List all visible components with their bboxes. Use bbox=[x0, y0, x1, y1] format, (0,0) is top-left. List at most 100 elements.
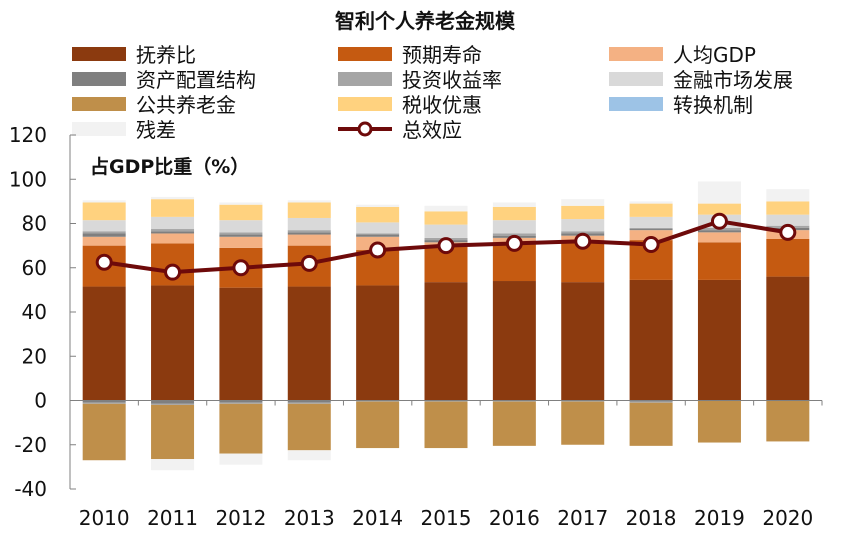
bar-segment-s7-2010 bbox=[82, 202, 126, 221]
bar-segment-s3-2010 bbox=[82, 400, 126, 403]
bar-segment-s2-2012 bbox=[219, 236, 263, 248]
bar-segment-s9-2017 bbox=[561, 199, 605, 206]
bar-segment-s6-2010 bbox=[82, 403, 126, 461]
bar-segment-s3-2012 bbox=[219, 400, 263, 403]
legend-swatch-s2 bbox=[609, 47, 663, 61]
x-tick-label-2014: 2014 bbox=[352, 506, 403, 530]
x-tick-label-2015: 2015 bbox=[421, 506, 472, 530]
legend-label-s5: 金融市场发展 bbox=[673, 68, 793, 92]
bar-segment-s4-2017 bbox=[561, 231, 605, 234]
bar-segment-s9-2011 bbox=[151, 459, 195, 471]
bar-segment-s7-2013 bbox=[287, 202, 331, 218]
total-effect-point-2011 bbox=[164, 263, 182, 281]
bar-segment-s4-2010 bbox=[82, 402, 126, 404]
y-tick-label: 60 bbox=[22, 256, 47, 280]
legend-swatch-s7 bbox=[338, 97, 392, 111]
bar-segment-s0-2018 bbox=[629, 279, 673, 401]
bar-segment-s3-2011 bbox=[151, 400, 195, 404]
bar-segment-s4-2012 bbox=[219, 402, 263, 404]
bar-segment-s0-2019 bbox=[697, 279, 741, 401]
bar-segment-s4-2018 bbox=[629, 401, 673, 403]
bar-segment-s9-2011 bbox=[151, 196, 195, 200]
bar-segment-s6-2015 bbox=[424, 401, 468, 449]
bar-stacks bbox=[82, 181, 810, 471]
y-tick-label: 20 bbox=[22, 344, 47, 368]
bar-segment-s7-2018 bbox=[629, 203, 673, 217]
bar-segment-s5-2010 bbox=[82, 220, 126, 232]
bar-segment-s2-2018 bbox=[629, 230, 673, 241]
bar-segment-s5-2011 bbox=[151, 216, 195, 230]
bar-segment-s5-2013 bbox=[287, 217, 331, 231]
bar-segment-s3-2013 bbox=[287, 400, 331, 403]
bar-segment-s1-2020 bbox=[766, 238, 810, 277]
bar-segment-s5-2020 bbox=[766, 214, 810, 226]
bar-segment-s7-2016 bbox=[492, 206, 536, 221]
bar-segment-s2-2013 bbox=[287, 234, 331, 246]
total-effect-point-2016 bbox=[505, 234, 523, 252]
legend-label-s7: 税收优惠 bbox=[402, 93, 482, 117]
x-tick-label-2019: 2019 bbox=[694, 506, 745, 530]
bar-segment-s3-2018 bbox=[629, 400, 673, 402]
bar-segment-s5-2017 bbox=[561, 219, 605, 232]
legend-label-s9: 残差 bbox=[136, 118, 176, 142]
bar-segment-s4-2016 bbox=[492, 233, 536, 236]
bar-segment-s0-2015 bbox=[424, 282, 468, 401]
total-effect-point-2018 bbox=[642, 236, 660, 254]
total-effect-point-2020 bbox=[779, 223, 797, 241]
y-tick-label: 80 bbox=[22, 212, 47, 236]
bar-segment-s4-2011 bbox=[151, 403, 195, 405]
bar-segment-s4-2016 bbox=[492, 400, 536, 402]
y-tick-label: 120 bbox=[9, 123, 47, 147]
bar-segment-s9-2010 bbox=[82, 200, 126, 203]
bar-segment-s4-2014 bbox=[356, 400, 400, 402]
bar-segment-s5-2014 bbox=[356, 222, 400, 234]
bar-segment-s6-2011 bbox=[151, 404, 195, 460]
legend-swatch-s8 bbox=[609, 97, 663, 111]
total-effect-point-2013 bbox=[300, 254, 318, 272]
x-tick-label-2013: 2013 bbox=[284, 506, 335, 530]
bar-segment-s5-2016 bbox=[492, 220, 536, 234]
bar-segment-s6-2018 bbox=[629, 402, 673, 446]
bar-segment-s9-2013 bbox=[287, 200, 331, 203]
total-effect-point-2017 bbox=[574, 232, 592, 250]
total-effect-point-2019 bbox=[710, 212, 728, 230]
legend-marker-total-effect bbox=[357, 121, 373, 137]
legend-swatch-s3 bbox=[72, 72, 126, 86]
bar-segment-s0-2012 bbox=[219, 287, 263, 401]
bar-segment-s4-2017 bbox=[561, 400, 605, 402]
legend-swatch-s6 bbox=[72, 97, 126, 111]
bar-segment-s3-2018 bbox=[629, 229, 673, 231]
bar-segment-s3-2019 bbox=[697, 230, 741, 233]
bar-segment-s9-2012 bbox=[219, 202, 263, 205]
y-tick-label: -40 bbox=[14, 477, 47, 501]
y-tick-label: 100 bbox=[9, 167, 47, 191]
bar-segment-s5-2012 bbox=[219, 220, 263, 233]
total-effect-point-2012 bbox=[232, 259, 250, 277]
bar-segment-s4-2012 bbox=[219, 232, 263, 235]
legend-label-s0: 抚养比 bbox=[136, 43, 196, 67]
bar-segment-s6-2017 bbox=[561, 401, 605, 445]
total-effect-line bbox=[95, 212, 797, 281]
axes: -40 -20 0 20 40 60 80 100 120 2010 2011 2012 2013 201… bbox=[9, 123, 823, 530]
bar-segment-s7-2015 bbox=[424, 211, 468, 225]
bar-segment-s6-2012 bbox=[219, 403, 263, 454]
bar-segment-s7-2014 bbox=[356, 206, 400, 223]
bar-segment-s4-2013 bbox=[287, 402, 331, 404]
bar-segment-s9-2020 bbox=[766, 189, 810, 202]
legend-swatch-s9 bbox=[72, 122, 126, 136]
y-tick-label: -20 bbox=[14, 433, 47, 457]
y-tick-label: 40 bbox=[22, 300, 47, 324]
bar-segment-s7-2019 bbox=[697, 203, 741, 215]
x-tick-label-2011: 2011 bbox=[147, 506, 198, 530]
bar-segment-s5-2018 bbox=[629, 216, 673, 228]
legend-label-s3: 资产配置结构 bbox=[136, 68, 256, 92]
y-axis-label: 占GDP比重（%） bbox=[90, 155, 249, 178]
x-tick-label-2012: 2012 bbox=[215, 506, 266, 530]
bar-segment-s2-2011 bbox=[151, 233, 195, 244]
bar-segment-s4-2013 bbox=[287, 230, 331, 233]
chart-title: 智利个人养老金规模 bbox=[335, 9, 516, 33]
bar-segment-s3-2014 bbox=[356, 234, 400, 237]
legend-swatch-s5 bbox=[609, 72, 663, 86]
